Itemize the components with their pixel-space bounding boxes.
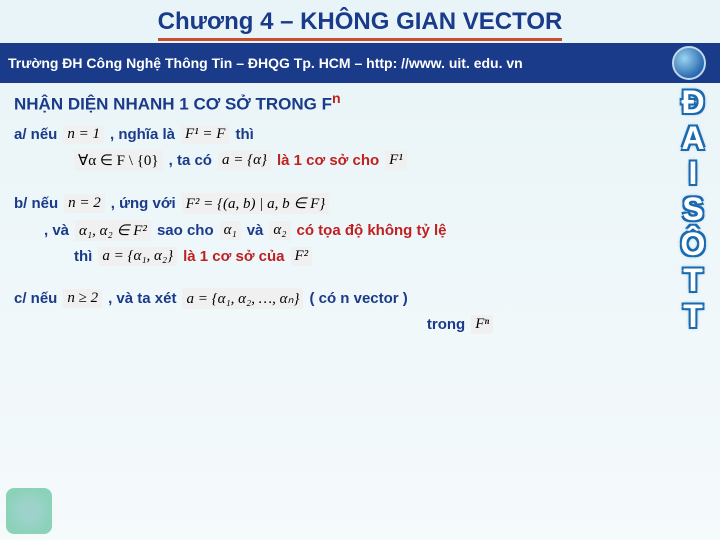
section-title-sup: n bbox=[332, 91, 341, 107]
vertical-label: Đ A I S Ô T T bbox=[670, 86, 716, 333]
math-aset: a = {α} bbox=[218, 151, 271, 170]
a-mean: , nghĩa là bbox=[110, 126, 175, 143]
math-f1: F¹ bbox=[385, 151, 407, 170]
a-is: là 1 cơ sở cho bbox=[277, 152, 379, 169]
side-char-1: A bbox=[681, 122, 704, 156]
university-bar: Trường ĐH Công Nghệ Thông Tin – ĐHQG Tp.… bbox=[0, 43, 720, 83]
c-xet: , và ta xét bbox=[108, 290, 176, 307]
b-and: , và bbox=[44, 222, 69, 239]
math-f2def: F² = {(a, b) | a, b ∈ F} bbox=[182, 193, 330, 214]
globe-icon bbox=[672, 46, 706, 80]
math-f2: F² bbox=[291, 247, 313, 266]
math-a1: α₁ bbox=[220, 221, 241, 240]
page-header: Chương 4 – KHÔNG GIAN VECTOR bbox=[0, 0, 720, 43]
b-such: sao cho bbox=[157, 222, 214, 239]
a-then: thì bbox=[235, 126, 253, 143]
math-n2: n = 2 bbox=[64, 194, 105, 213]
b-label: b/ nếu bbox=[14, 195, 58, 212]
a-label: a/ nếu bbox=[14, 126, 57, 143]
c-label: c/ nếu bbox=[14, 290, 57, 307]
math-nge2: n ≥ 2 bbox=[63, 289, 102, 308]
math-a2: α₂ bbox=[269, 221, 290, 240]
line-c1: c/ nếu n ≥ 2 , và ta xét a = {α₁, α₂, …,… bbox=[14, 288, 706, 309]
a-taco: , ta có bbox=[169, 152, 212, 169]
math-f1eq: F¹ = F bbox=[181, 125, 229, 144]
math-n1: n = 1 bbox=[63, 125, 104, 144]
line-b1: b/ nếu n = 2 , ứng với F² = {(a, b) | a,… bbox=[14, 193, 706, 214]
content-area: NHẬN DIỆN NHANH 1 CƠ SỞ TRONG Fn a/ nếu … bbox=[0, 83, 720, 348]
side-char-3: S bbox=[682, 193, 703, 227]
math-bset: a = {α₁, α₂} bbox=[98, 247, 177, 266]
university-text: Trường ĐH Công Nghệ Thông Tin – ĐHQG Tp.… bbox=[8, 55, 523, 71]
math-forall: ∀α ∈ F \ {0} bbox=[74, 150, 163, 171]
line-b3: thì a = {α₁, α₂} là 1 cơ sở của F² bbox=[74, 247, 706, 266]
section-title-text: NHẬN DIỆN NHANH 1 CƠ SỞ TRONG F bbox=[14, 95, 332, 114]
section-title: NHẬN DIỆN NHANH 1 CƠ SỞ TRONG Fn bbox=[14, 91, 706, 115]
b-is: là 1 cơ sở của bbox=[183, 248, 284, 265]
math-fn: Fⁿ bbox=[471, 315, 493, 334]
b-with: , ứng với bbox=[111, 195, 176, 212]
math-cset: a = {α₁, α₂, …, αₙ} bbox=[182, 288, 303, 309]
side-char-6: T bbox=[683, 300, 703, 334]
side-char-4: Ô bbox=[681, 228, 706, 262]
b-then: thì bbox=[74, 248, 92, 265]
side-char-5: T bbox=[683, 264, 703, 298]
c-in: trong bbox=[427, 316, 465, 333]
side-char-0: Đ bbox=[681, 86, 704, 120]
line-a1: a/ nếu n = 1 , nghĩa là F¹ = F thì bbox=[14, 125, 706, 144]
b-va: và bbox=[247, 222, 264, 239]
b-notprop: có tọa độ không tỷ lệ bbox=[297, 222, 447, 239]
c-note: ( có n vector ) bbox=[309, 290, 407, 307]
chapter-title: Chương 4 – KHÔNG GIAN VECTOR bbox=[158, 8, 563, 41]
corner-logo-icon bbox=[6, 488, 52, 534]
line-c2: trong Fⁿ bbox=[214, 315, 706, 334]
math-a12: α₁, α₂ ∈ F² bbox=[75, 220, 151, 241]
line-a2: ∀α ∈ F \ {0} , ta có a = {α} là 1 cơ sở … bbox=[74, 150, 706, 171]
side-char-2: I bbox=[689, 157, 698, 191]
line-b2: , và α₁, α₂ ∈ F² sao cho α₁ và α₂ có tọa… bbox=[44, 220, 706, 241]
